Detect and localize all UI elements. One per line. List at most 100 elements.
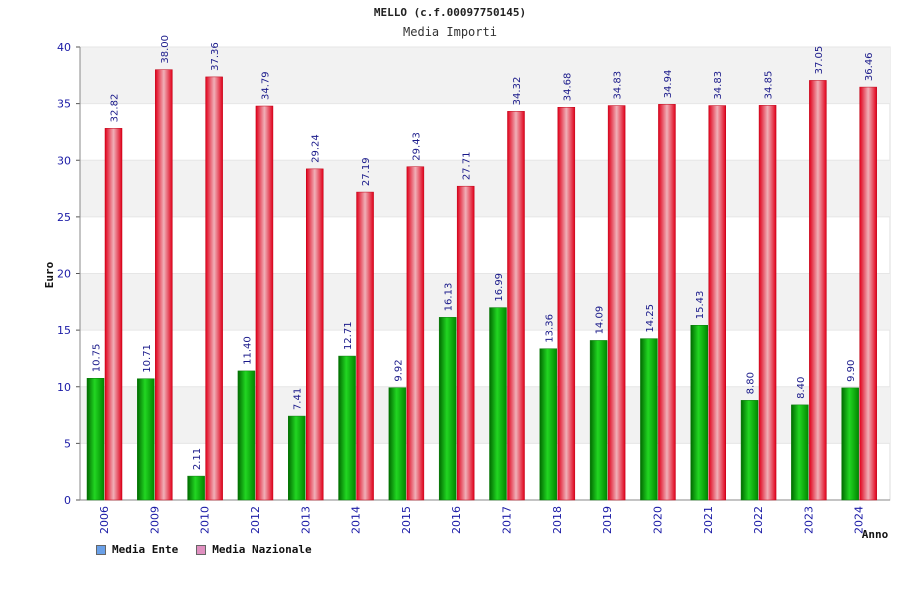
bar-media-nazionale xyxy=(557,106,576,501)
bar-media-nazionale xyxy=(658,104,676,501)
x-tick-label: 2022 xyxy=(752,506,765,534)
data-label-media-nazionale: 34.85 xyxy=(764,71,775,100)
bar-media-nazionale xyxy=(809,80,827,501)
y-tick-label: 0 xyxy=(64,494,71,507)
y-tick-label: 20 xyxy=(57,268,71,281)
bar-media-nazionale xyxy=(104,128,123,501)
bar-media-ente xyxy=(438,317,457,501)
data-label-media-ente: 10.75 xyxy=(92,344,103,373)
legend: Media Ente Media Nazionale xyxy=(96,543,312,556)
chart-title: MELLO (c.f.00097750145) xyxy=(373,6,527,19)
y-axis-label: Euro xyxy=(43,261,56,288)
chart-subtitle: Media Importi xyxy=(403,25,497,39)
data-label-media-nazionale: 34.68 xyxy=(562,73,573,102)
bar-media-ente xyxy=(589,340,608,501)
x-tick-label: 2006 xyxy=(98,506,111,534)
x-tick-label: 2020 xyxy=(651,506,664,534)
bar-media-ente xyxy=(187,475,205,501)
y-tick-label: 40 xyxy=(57,41,71,54)
bar-media-ente xyxy=(338,355,356,501)
y-tick-label: 35 xyxy=(57,98,71,111)
data-label-media-ente: 2.11 xyxy=(192,448,203,470)
x-axis-label: Anno xyxy=(862,528,889,541)
data-label-media-ente: 7.41 xyxy=(293,388,304,410)
data-label-media-nazionale: 34.79 xyxy=(260,71,271,100)
data-label-media-ente: 15.43 xyxy=(695,291,706,320)
data-label-media-nazionale: 34.83 xyxy=(713,71,724,100)
bar-media-ente xyxy=(388,387,407,501)
data-label-media-ente: 9.92 xyxy=(393,359,404,381)
x-tick-label: 2023 xyxy=(802,506,815,534)
data-label-media-nazionale: 27.19 xyxy=(361,157,372,186)
legend-item-ente: Media Ente xyxy=(96,543,178,556)
data-label-media-ente: 13.36 xyxy=(544,314,555,343)
legend-label-nazionale: Media Nazionale xyxy=(212,543,312,556)
bar-media-nazionale xyxy=(205,76,223,501)
x-tick-label: 2024 xyxy=(853,506,866,534)
bar-media-ente xyxy=(539,348,558,501)
x-tick-label: 2018 xyxy=(551,506,564,534)
bar-media-nazionale xyxy=(255,105,274,501)
x-tick-label: 2015 xyxy=(400,506,413,534)
bar-media-ente xyxy=(791,404,809,501)
bar-media-nazionale xyxy=(456,185,475,501)
x-tick-label: 2013 xyxy=(299,506,312,534)
data-label-media-ente: 10.71 xyxy=(142,344,153,373)
data-label-media-ente: 16.99 xyxy=(494,273,505,302)
x-tick-label: 2010 xyxy=(199,506,212,534)
data-label-media-nazionale: 29.43 xyxy=(411,132,422,161)
bar-media-ente xyxy=(288,415,306,501)
data-label-media-ente: 8.80 xyxy=(746,372,757,394)
data-label-media-nazionale: 29.24 xyxy=(311,134,322,163)
x-tick-label: 2014 xyxy=(350,506,363,534)
bar-media-nazionale xyxy=(356,191,374,501)
data-label-media-nazionale: 36.46 xyxy=(864,52,875,81)
data-label-media-ente: 8.40 xyxy=(796,377,807,399)
data-label-media-nazionale: 32.82 xyxy=(110,94,121,123)
data-label-media-nazionale: 37.05 xyxy=(814,46,825,75)
y-tick-label: 30 xyxy=(57,154,71,167)
data-label-media-ente: 9.90 xyxy=(846,360,857,382)
bar-media-ente xyxy=(489,307,507,501)
bar-media-ente xyxy=(841,387,859,501)
y-tick-label: 10 xyxy=(57,381,71,394)
data-label-media-ente: 16.13 xyxy=(444,283,455,312)
bar-media-nazionale xyxy=(507,111,525,501)
bar-media-nazionale xyxy=(607,105,626,501)
bar-media-ente xyxy=(86,378,105,501)
data-label-media-nazionale: 34.94 xyxy=(663,70,674,99)
x-tick-label: 2016 xyxy=(450,506,463,534)
x-tick-label: 2019 xyxy=(601,506,614,534)
data-label-media-ente: 14.25 xyxy=(645,304,656,333)
legend-label-ente: Media Ente xyxy=(112,543,179,556)
data-label-media-nazionale: 37.36 xyxy=(210,42,221,71)
y-tick-label: 25 xyxy=(57,211,71,224)
x-tick-label: 2017 xyxy=(501,506,514,534)
data-label-media-nazionale: 34.83 xyxy=(613,71,624,100)
bar-media-ente xyxy=(690,325,708,501)
data-label-media-ente: 14.09 xyxy=(595,306,606,335)
data-label-media-nazionale: 27.71 xyxy=(462,152,473,181)
y-tick-label: 15 xyxy=(57,324,71,337)
bar-media-ente xyxy=(237,370,256,501)
data-label-media-ente: 12.71 xyxy=(343,321,354,350)
x-tick-label: 2021 xyxy=(702,506,715,534)
bar-media-nazionale xyxy=(758,105,777,501)
data-label-media-nazionale: 34.32 xyxy=(512,77,523,106)
bar-media-nazionale xyxy=(155,69,173,501)
bar-media-ente xyxy=(640,338,658,501)
bar-media-nazionale xyxy=(708,105,726,501)
data-label-media-ente: 11.40 xyxy=(242,336,253,365)
y-tick-label: 5 xyxy=(64,437,71,450)
x-tick-label: 2012 xyxy=(249,506,262,534)
x-tick-label: 2009 xyxy=(148,506,161,534)
data-label-media-nazionale: 38.00 xyxy=(160,35,171,64)
legend-swatch-nazionale xyxy=(196,544,207,555)
legend-item-nazionale: Media Nazionale xyxy=(196,543,312,556)
bar-media-nazionale xyxy=(306,168,324,501)
bar-media-ente xyxy=(740,400,759,501)
bar-media-ente xyxy=(137,378,155,501)
bar-media-nazionale xyxy=(406,166,425,501)
legend-swatch-ente xyxy=(96,544,106,555)
